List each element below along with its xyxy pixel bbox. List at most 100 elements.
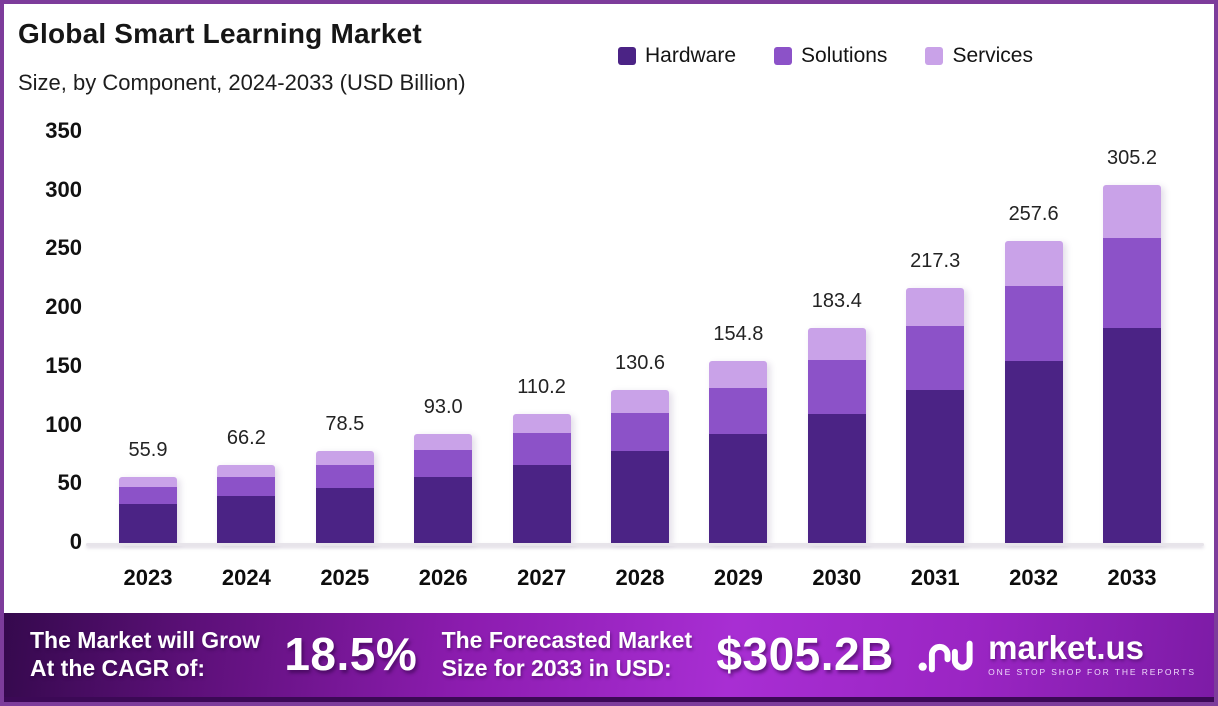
bar-2032	[1004, 240, 1063, 543]
bar-segment-hardware	[807, 413, 866, 543]
cagr-caption-line1: The Market will Grow	[30, 626, 261, 653]
x-axis-label-2026: 2026	[418, 565, 468, 590]
bar-2029	[709, 361, 768, 543]
bar-segment-solutions	[512, 432, 571, 466]
bar-segment-solutions	[709, 388, 768, 434]
bar-segment-solutions	[807, 359, 866, 414]
forecast-value: $305.2B	[716, 627, 894, 680]
legend-label: Hardware	[645, 44, 737, 67]
bar-segment-services	[1004, 240, 1063, 286]
bar-value-label: 305.2	[1106, 146, 1158, 169]
bar-value-label: 217.3	[910, 249, 961, 272]
chart-legend: Hardware Solutions Services	[618, 44, 1033, 68]
y-axis-tick-label: 250	[45, 235, 82, 261]
bar-segment-services	[611, 389, 669, 413]
bar-segment-services	[315, 450, 374, 465]
bar-value-label: 257.6	[1008, 202, 1059, 225]
x-axis-label-2027: 2027	[517, 565, 567, 590]
x-axis-label-2024: 2024	[221, 565, 271, 590]
x-axis-label-2023: 2023	[123, 565, 173, 590]
footer-banner: The Market will Grow At the CAGR of: 18.…	[4, 613, 1214, 702]
bar-segment-solutions	[119, 487, 177, 504]
forecast-caption-line1: The Forecasted Market	[441, 626, 693, 653]
market-us-logo-icon	[918, 628, 978, 679]
logo-tagline: ONE STOP SHOP FOR THE REPORTS	[988, 666, 1196, 677]
bar-segment-solutions	[1004, 285, 1063, 362]
y-axis-tick-label: 300	[45, 176, 82, 202]
banner-bottom-strip	[4, 697, 1214, 702]
bar-segment-services	[512, 413, 571, 433]
page-title: Global Smart Learning Market	[18, 18, 422, 49]
forecast-caption-line2: Size for 2033 in USD:	[441, 654, 672, 681]
bar-segment-solutions	[414, 450, 473, 478]
y-axis-tick-label: 350	[45, 118, 82, 143]
legend-item-hardware: Hardware	[618, 44, 736, 68]
bar-value-label: 93.0	[423, 395, 463, 418]
cagr-caption: The Market will Grow At the CAGR of:	[30, 626, 260, 682]
y-axis-tick-label: 200	[45, 294, 82, 320]
bar-value-label: 78.5	[325, 412, 365, 435]
y-axis-tick-label: 150	[45, 352, 82, 378]
bar-segment-solutions	[217, 476, 276, 497]
bar-segment-solutions	[315, 464, 374, 488]
bar-segment-hardware	[1004, 361, 1063, 543]
bar-value-label: 183.4	[811, 289, 862, 312]
bar-segment-hardware	[709, 433, 768, 543]
bar-2023	[119, 477, 177, 543]
cagr-caption-line2: At the CAGR of:	[30, 654, 206, 681]
bar-segment-hardware	[315, 487, 374, 543]
legend-swatch-services	[925, 47, 944, 65]
forecast-caption: The Forecasted Market Size for 2033 in U…	[442, 626, 693, 682]
bar-segment-services	[807, 327, 866, 360]
logo-name: market.us	[988, 628, 1145, 666]
bar-segment-solutions	[1103, 238, 1161, 328]
bar-segment-services	[119, 477, 177, 488]
x-axis-line	[86, 543, 1204, 546]
legend-swatch-solutions	[774, 47, 793, 65]
bar-segment-hardware	[119, 503, 177, 543]
y-axis-tick-label: 0	[69, 529, 82, 554]
bar-segment-hardware	[217, 496, 276, 543]
bar-value-label: 130.6	[614, 351, 666, 374]
bar-value-label: 154.8	[713, 323, 764, 346]
bar-2025	[315, 450, 374, 543]
bar-segment-hardware	[906, 389, 965, 543]
bar-segment-services	[1103, 184, 1161, 239]
x-axis-label-2030: 2030	[812, 565, 862, 590]
bar-segment-hardware	[414, 477, 473, 543]
bar-segment-services	[709, 361, 768, 389]
x-axis-label-2025: 2025	[320, 565, 370, 590]
bar-2026	[414, 433, 473, 543]
bar-value-label: 55.9	[128, 439, 168, 462]
legend-label: Services	[952, 44, 1033, 67]
page-subtitle: Size, by Component, 2024-2033 (USD Billi…	[18, 70, 466, 95]
bar-segment-services	[414, 433, 473, 451]
x-axis-label-2031: 2031	[910, 565, 960, 590]
x-axis-label-2032: 2032	[1009, 565, 1059, 590]
cagr-value: 18.5%	[284, 627, 418, 680]
bar-segment-hardware	[1103, 327, 1161, 543]
bar-value-label: 110.2	[517, 375, 566, 398]
bar-value-label: 66.2	[226, 427, 266, 450]
bar-segment-services	[906, 287, 965, 327]
bar-segment-hardware	[512, 465, 571, 543]
bar-2031	[906, 287, 965, 543]
bar-segment-services	[217, 465, 276, 477]
y-axis-tick-label: 50	[57, 470, 82, 496]
legend-swatch-hardware	[618, 47, 636, 65]
legend-item-services: Services	[925, 44, 1033, 68]
bar-2030	[807, 327, 866, 543]
bar-2027	[512, 413, 571, 543]
bar-2028	[611, 389, 669, 543]
bar-2024	[217, 465, 276, 543]
x-axis-label-2029: 2029	[713, 565, 763, 590]
bar-2033	[1103, 184, 1161, 543]
market-us-logo: market.us ONE STOP SHOP FOR THE REPORTS	[918, 628, 1196, 679]
bar-segment-solutions	[611, 412, 669, 451]
x-axis-label-2028: 2028	[615, 565, 665, 590]
bar-segment-solutions	[906, 326, 965, 390]
bar-segment-hardware	[611, 450, 669, 543]
legend-label: Solutions	[801, 44, 888, 67]
x-axis-label-2033: 2033	[1107, 565, 1157, 590]
